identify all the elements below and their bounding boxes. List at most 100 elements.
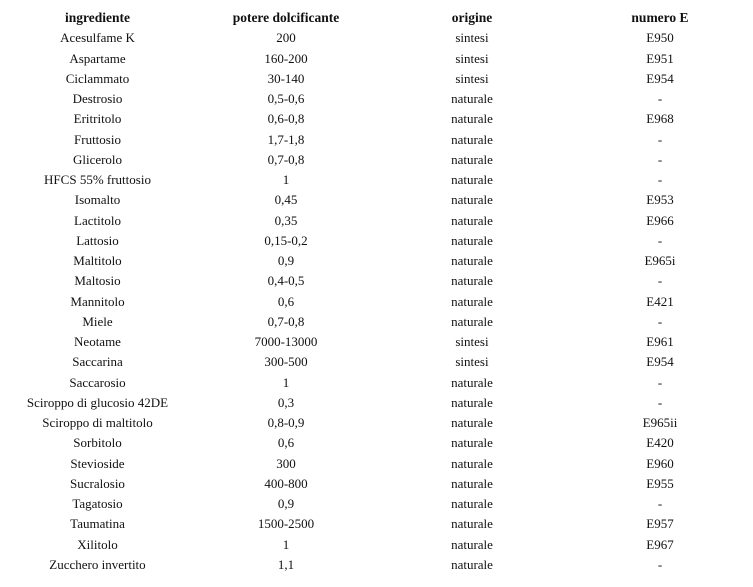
origine-cell: naturale: [451, 313, 493, 329]
origine-cell: naturale: [451, 394, 493, 410]
ingrediente-cell: Fruttosio: [74, 131, 121, 147]
origine-cell: naturale: [451, 253, 493, 269]
origine-cell: naturale: [451, 415, 493, 431]
header-numero-e: numero E: [631, 10, 689, 26]
table-row: Saccarina 300-500 sintesi E954: [0, 352, 753, 372]
table-row: Fruttosio 1,7-1,8 naturale -: [0, 130, 753, 150]
origine-cell: naturale: [451, 212, 493, 228]
origine-cell: naturale: [451, 151, 493, 167]
potere-cell: 0,7-0,8: [267, 151, 305, 167]
table-row: Taumatina 1500-2500 naturale E957: [0, 514, 753, 534]
numero-e-cell: E961: [646, 334, 674, 350]
potere-cell: 0,7-0,8: [267, 313, 305, 329]
potere-cell: 0,4-0,5: [267, 273, 305, 289]
origine-cell: naturale: [451, 192, 493, 208]
ingrediente-cell: Miele: [82, 313, 113, 329]
ingrediente-cell: Saccarosio: [69, 374, 126, 390]
numero-e-cell: E965ii: [642, 415, 678, 431]
numero-e-cell: E954: [646, 354, 674, 370]
header-ingrediente: ingrediente: [65, 10, 130, 26]
ingrediente-cell: Sorbitolo: [73, 435, 122, 451]
numero-e-cell: E966: [646, 212, 674, 228]
table-row: Maltitolo 0,9 naturale E965i: [0, 251, 753, 271]
potere-cell: 0,5-0,6: [267, 91, 305, 107]
table-row: Lattosio 0,15-0,2 naturale -: [0, 231, 753, 251]
table-row: Tagatosio 0,9 naturale -: [0, 494, 753, 514]
table-row: Xilitolo 1 naturale E967: [0, 535, 753, 555]
table-row: Sciroppo di glucosio 42DE 0,3 naturale -: [0, 393, 753, 413]
potere-cell: 0,6-0,8: [267, 111, 305, 127]
numero-e-cell: E953: [646, 192, 674, 208]
origine-cell: sintesi: [455, 70, 489, 86]
potere-cell: 0,6: [277, 435, 295, 451]
numero-e-cell: E420: [646, 435, 674, 451]
ingrediente-cell: Maltitolo: [73, 253, 122, 269]
table-row: Mannitolo 0,6 naturale E421: [0, 292, 753, 312]
ingrediente-cell: Neotame: [74, 334, 121, 350]
ingrediente-cell: Sucralosio: [70, 475, 125, 491]
origine-cell: naturale: [451, 435, 493, 451]
origine-cell: naturale: [451, 516, 493, 532]
ingrediente-cell: Mannitolo: [70, 293, 125, 309]
numero-e-cell: E421: [646, 293, 674, 309]
numero-e-cell: -: [657, 556, 663, 572]
ingrediente-cell: Lactitolo: [74, 212, 121, 228]
table-row: Sucralosio 400-800 naturale E955: [0, 474, 753, 494]
numero-e-cell: E955: [646, 475, 674, 491]
potere-cell: 400-800: [264, 475, 308, 491]
origine-cell: naturale: [451, 273, 493, 289]
origine-cell: naturale: [451, 475, 493, 491]
potere-cell: 0,8-0,9: [267, 415, 305, 431]
numero-e-cell: -: [657, 374, 663, 390]
numero-e-cell: E957: [646, 516, 674, 532]
potere-cell: 1: [282, 172, 290, 188]
numero-e-cell: E950: [646, 30, 674, 46]
origine-cell: naturale: [451, 374, 493, 390]
potere-cell: 300-500: [264, 354, 308, 370]
table-row: Aspartame 160-200 sintesi E951: [0, 49, 753, 69]
origine-cell: naturale: [451, 111, 493, 127]
potere-cell: 160-200: [264, 50, 308, 66]
potere-cell: 7000-13000: [254, 334, 318, 350]
origine-cell: sintesi: [455, 30, 489, 46]
origine-cell: sintesi: [455, 50, 489, 66]
table-row: Ciclammato 30-140 sintesi E954: [0, 69, 753, 89]
table-row: Sciroppo di maltitolo 0,8-0,9 naturale E965…: [0, 413, 753, 433]
potere-cell: 0,35: [274, 212, 298, 228]
table-row: Lactitolo 0,35 naturale E966: [0, 211, 753, 231]
ingrediente-cell: Maltosio: [74, 273, 121, 289]
ingrediente-cell: Glicerolo: [72, 151, 123, 167]
numero-e-cell: -: [657, 91, 663, 107]
origine-cell: naturale: [451, 131, 493, 147]
table-row: Saccarosio 1 naturale -: [0, 373, 753, 393]
ingrediente-cell: Isomalto: [74, 192, 121, 208]
numero-e-cell: -: [657, 172, 663, 188]
table-row: Maltosio 0,4-0,5 naturale -: [0, 271, 753, 291]
potere-cell: 0,3: [277, 394, 295, 410]
origine-cell: naturale: [451, 496, 493, 512]
ingrediente-cell: Tagatosio: [72, 496, 123, 512]
numero-e-cell: E965i: [644, 253, 676, 269]
numero-e-cell: -: [657, 131, 663, 147]
potere-cell: 1: [282, 536, 290, 552]
table-body: Acesulfame K 200 sintesi E950 Aspartame 160-2…: [0, 28, 753, 575]
ingrediente-cell: Destrosio: [72, 91, 123, 107]
ingrediente-cell: Lattosio: [76, 232, 119, 248]
numero-e-cell: E967: [646, 536, 674, 552]
ingrediente-cell: HFCS 55% fruttosio: [44, 172, 151, 188]
potere-cell: 1,7-1,8: [267, 131, 305, 147]
potere-cell: 0,9: [277, 496, 295, 512]
numero-e-cell: -: [657, 394, 663, 410]
ingrediente-cell: Xilitolo: [77, 536, 118, 552]
ingrediente-cell: Zucchero invertito: [49, 556, 146, 572]
potere-cell: 300: [276, 455, 296, 471]
ingrediente-cell: Aspartame: [69, 50, 126, 66]
ingrediente-cell: Acesulfame K: [60, 30, 135, 46]
header-row: ingrediente potere dolcificante origine …: [0, 8, 753, 28]
ingrediente-cell: Sciroppo di maltitolo: [42, 415, 153, 431]
table-row: Glicerolo 0,7-0,8 naturale -: [0, 150, 753, 170]
numero-e-cell: E954: [646, 70, 674, 86]
header-origine: origine: [451, 10, 493, 26]
ingrediente-cell: Stevioside: [70, 455, 125, 471]
origine-cell: naturale: [451, 232, 493, 248]
